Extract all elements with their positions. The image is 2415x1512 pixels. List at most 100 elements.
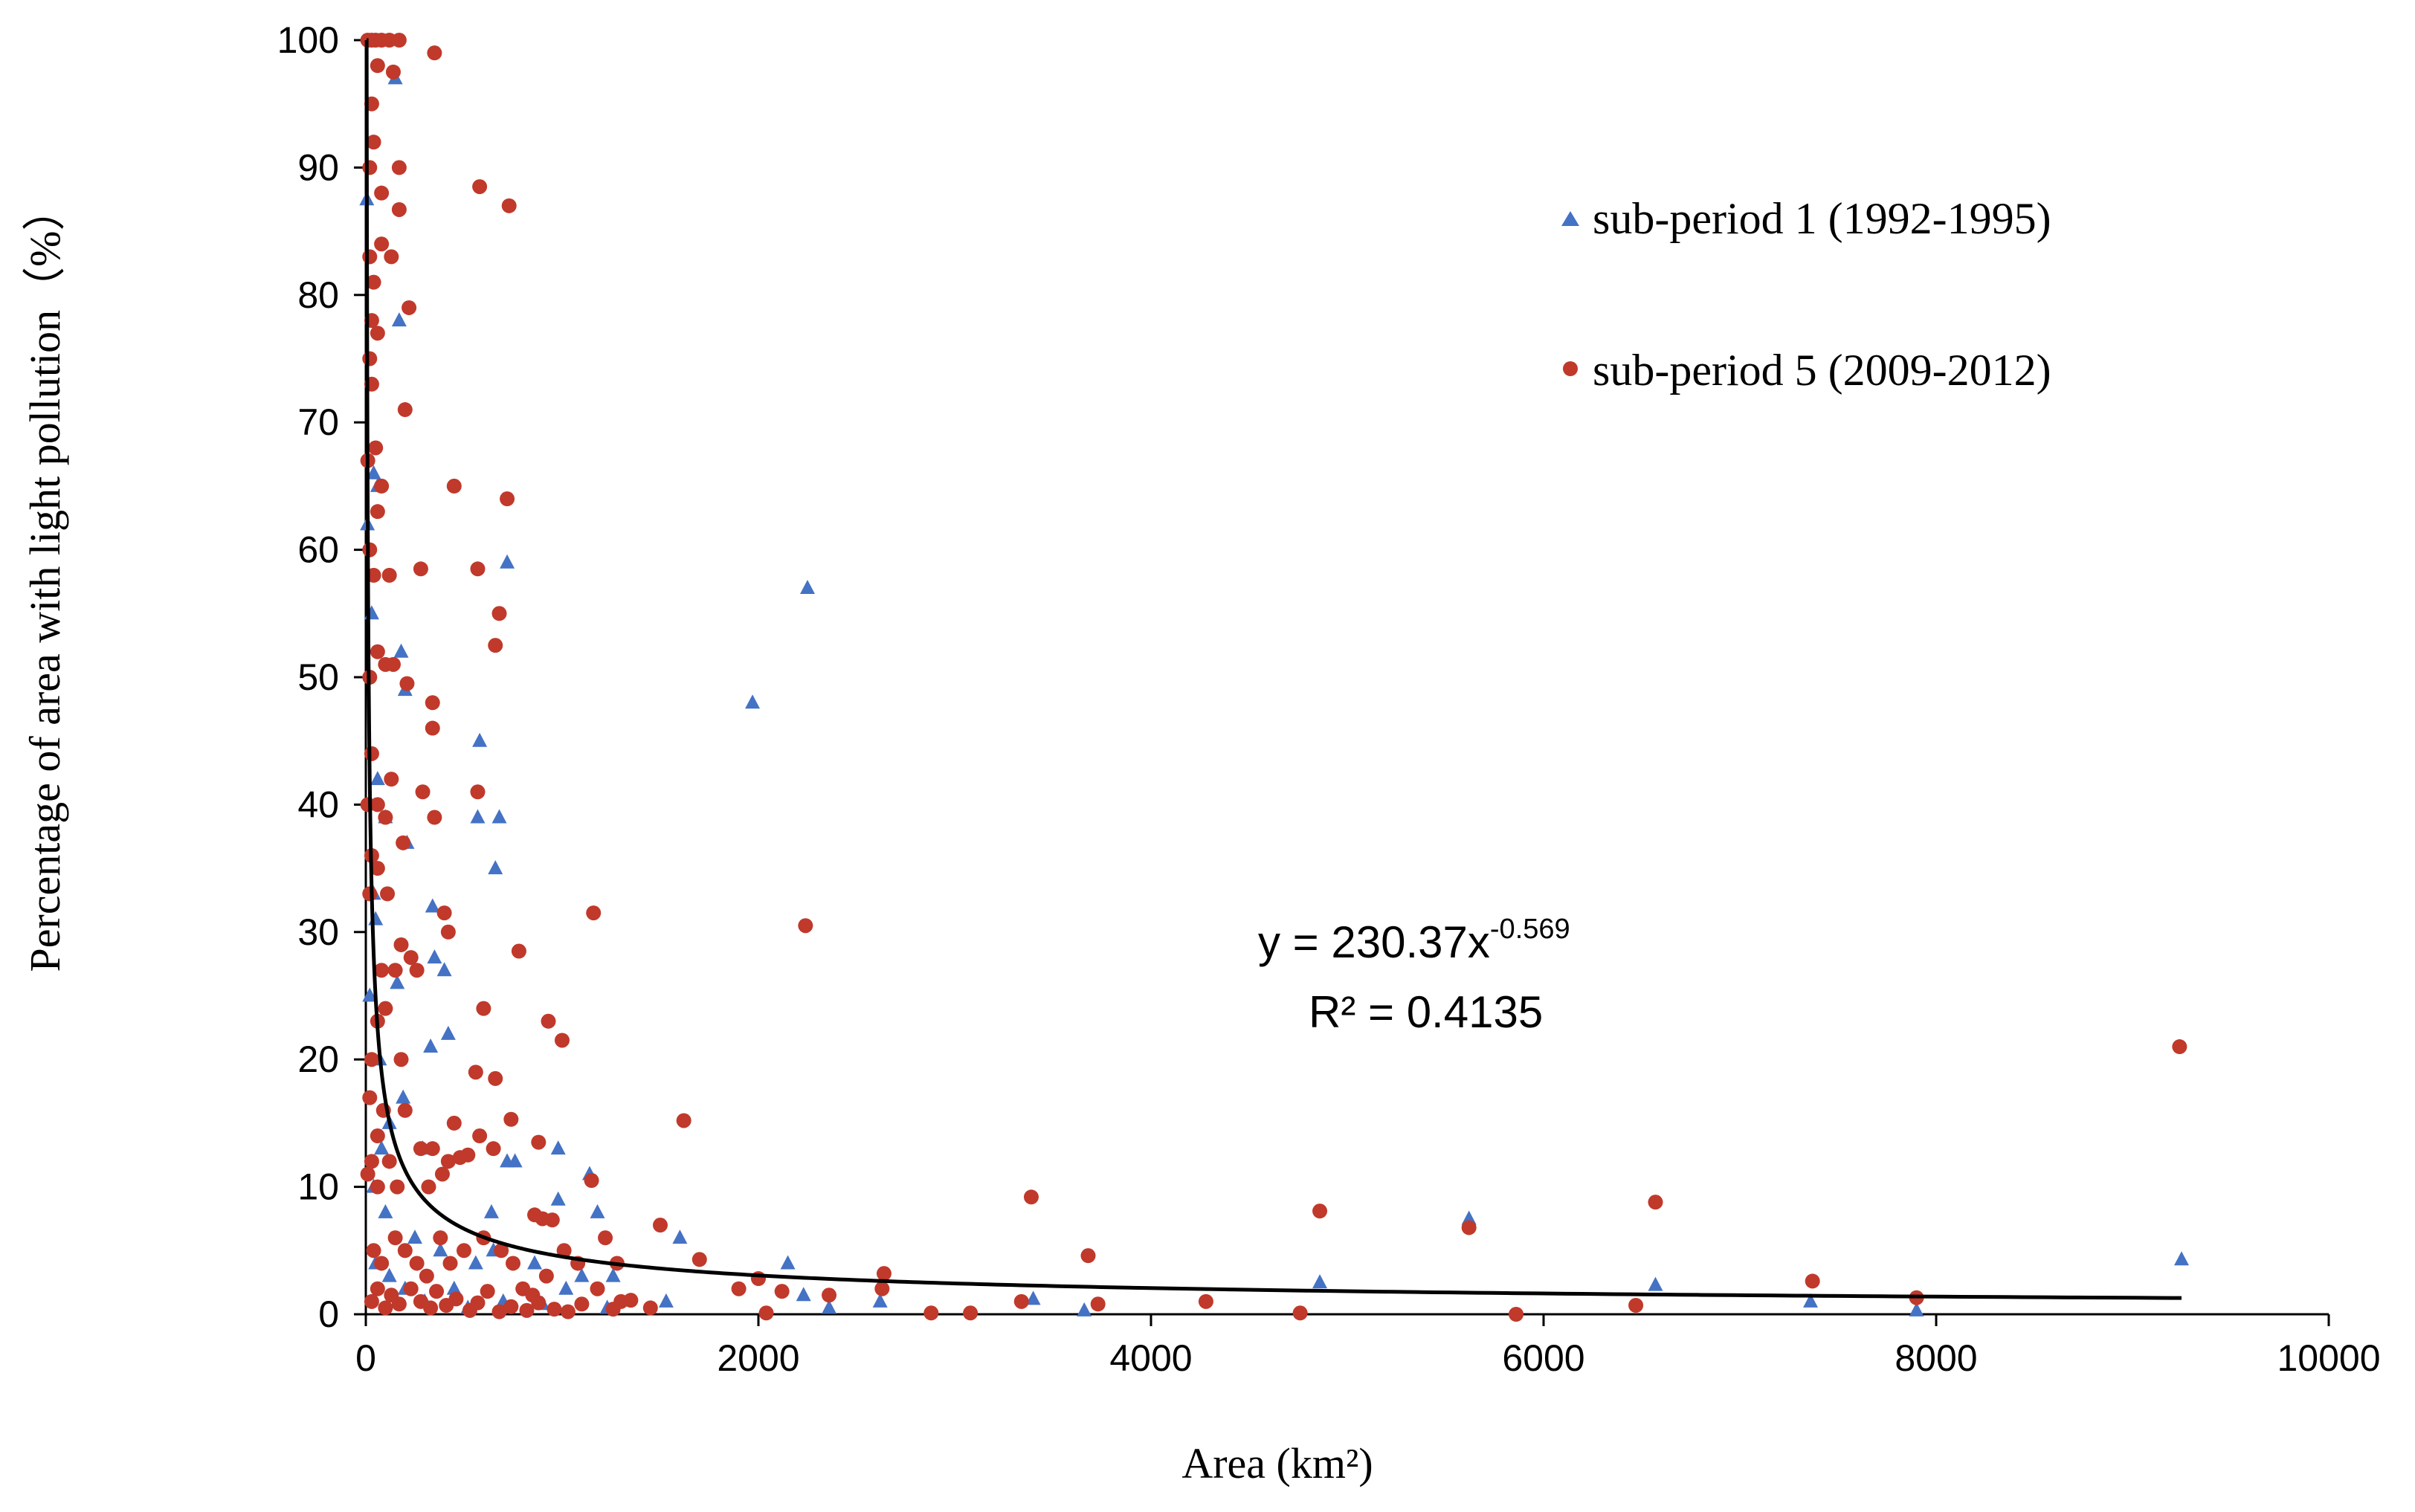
- data-point-series-5: [425, 720, 440, 736]
- data-point-series-1: [558, 1280, 574, 1295]
- data-point-series-1: [470, 809, 486, 824]
- data-point-series-5: [370, 1281, 385, 1296]
- data-point-series-5: [501, 198, 517, 213]
- data-point-series-1: [378, 1204, 393, 1218]
- data-point-series-5: [374, 236, 390, 252]
- data-point-series-5: [480, 1284, 495, 1299]
- data-point-series-5: [385, 656, 401, 672]
- data-point-series-5: [822, 1288, 837, 1303]
- data-point-series-5: [370, 1179, 385, 1195]
- data-point-series-1: [390, 975, 405, 989]
- y-tick-label: 30: [297, 911, 339, 953]
- data-point-series-5: [1023, 1189, 1039, 1205]
- data-point-series-5: [391, 33, 407, 48]
- data-point-series-5: [366, 1243, 381, 1259]
- data-point-series-5: [923, 1305, 939, 1321]
- data-point-series-5: [397, 402, 413, 418]
- data-point-series-5: [368, 440, 384, 456]
- data-point-series-5: [364, 1293, 379, 1309]
- data-point-series-5: [427, 810, 442, 825]
- data-point-series-5: [440, 1154, 456, 1169]
- data-point-series-5: [419, 1268, 434, 1284]
- legend-label-series-5: sub-period 5 (2009-2012): [1593, 346, 2051, 395]
- equation-exponent: -0.569: [1490, 914, 1570, 945]
- legend-circle-marker: [1563, 361, 1578, 376]
- data-point-series-5: [370, 797, 385, 812]
- data-point-series-1: [796, 1287, 811, 1302]
- data-point-series-5: [798, 918, 813, 934]
- data-point-series-1: [500, 554, 515, 569]
- x-tick-label: 4000: [1109, 1337, 1192, 1379]
- data-point-series-5: [457, 1243, 471, 1259]
- data-point-series-5: [1628, 1298, 1644, 1314]
- data-point-series-1: [550, 1191, 566, 1206]
- data-point-series-5: [380, 886, 396, 902]
- y-tick-label: 20: [297, 1038, 339, 1080]
- data-point-series-1: [472, 732, 488, 747]
- data-point-series-5: [366, 567, 381, 583]
- data-point-series-5: [470, 561, 486, 577]
- data-point-series-1: [800, 580, 815, 595]
- y-tick-label: 80: [297, 274, 339, 316]
- data-point-series-5: [468, 1064, 483, 1080]
- data-point-series-5: [2172, 1039, 2187, 1055]
- data-point-series-5: [409, 963, 425, 978]
- series-sub-period-1: [359, 70, 2189, 1316]
- data-point-series-1: [483, 1204, 499, 1218]
- x-axis-title: Area (km²): [1181, 1439, 1373, 1487]
- data-point-series-5: [378, 1300, 393, 1316]
- data-point-series-5: [434, 1166, 450, 1182]
- data-point-series-5: [448, 1291, 464, 1307]
- data-point-series-5: [393, 937, 409, 952]
- data-point-series-5: [491, 606, 507, 621]
- y-tick-label: 40: [297, 784, 339, 825]
- data-point-series-5: [433, 1230, 448, 1246]
- data-point-series-5: [391, 1296, 407, 1312]
- r-squared-text: R² = 0.4135: [1309, 987, 1543, 1037]
- data-point-series-5: [1013, 1293, 1029, 1309]
- data-point-series-5: [472, 179, 488, 195]
- data-point-series-1: [427, 949, 442, 964]
- data-point-series-5: [446, 478, 462, 494]
- data-point-series-5: [1198, 1293, 1213, 1309]
- data-point-series-5: [541, 1013, 556, 1029]
- data-point-series-1: [1077, 1302, 1092, 1316]
- data-point-series-1: [366, 465, 381, 479]
- data-point-series-5: [1090, 1296, 1106, 1312]
- data-point-series-5: [378, 810, 393, 825]
- x-tick-label: 0: [355, 1337, 376, 1379]
- data-point-series-1: [527, 1255, 543, 1270]
- data-point-series-5: [440, 924, 456, 940]
- data-point-series-5: [403, 1281, 419, 1296]
- data-point-series-5: [381, 567, 397, 583]
- data-point-series-1: [425, 898, 440, 913]
- data-point-series-5: [691, 1252, 707, 1267]
- data-point-series-5: [370, 861, 385, 876]
- data-point-series-5: [642, 1300, 658, 1316]
- data-point-series-5: [442, 1256, 458, 1271]
- data-point-series-5: [374, 478, 390, 494]
- data-point-series-5: [384, 249, 399, 265]
- data-point-series-5: [758, 1305, 774, 1321]
- y-tick-label: 50: [297, 656, 339, 698]
- data-point-series-5: [364, 1154, 379, 1169]
- data-point-series-5: [370, 326, 385, 341]
- data-point-series-5: [556, 1243, 572, 1259]
- data-point-series-5: [476, 1001, 491, 1016]
- data-point-series-1: [370, 771, 385, 786]
- data-point-series-5: [511, 943, 526, 959]
- y-tick-label: 70: [297, 401, 339, 443]
- data-point-series-1: [393, 643, 409, 658]
- data-point-series-1: [574, 1267, 590, 1282]
- data-point-series-1: [368, 911, 384, 925]
- data-point-series-1: [374, 1140, 390, 1155]
- data-point-series-1: [780, 1255, 796, 1270]
- data-point-series-5: [415, 784, 431, 800]
- data-point-series-5: [590, 1281, 605, 1296]
- data-point-series-5: [421, 1179, 436, 1195]
- data-point-series-5: [555, 1033, 570, 1048]
- data-point-series-1: [872, 1293, 888, 1308]
- data-point-series-1: [433, 1242, 448, 1257]
- trendline-equation: y = 230.37x-0.569 R² = 0.4135: [1258, 914, 1570, 1037]
- data-point-series-5: [460, 1147, 476, 1163]
